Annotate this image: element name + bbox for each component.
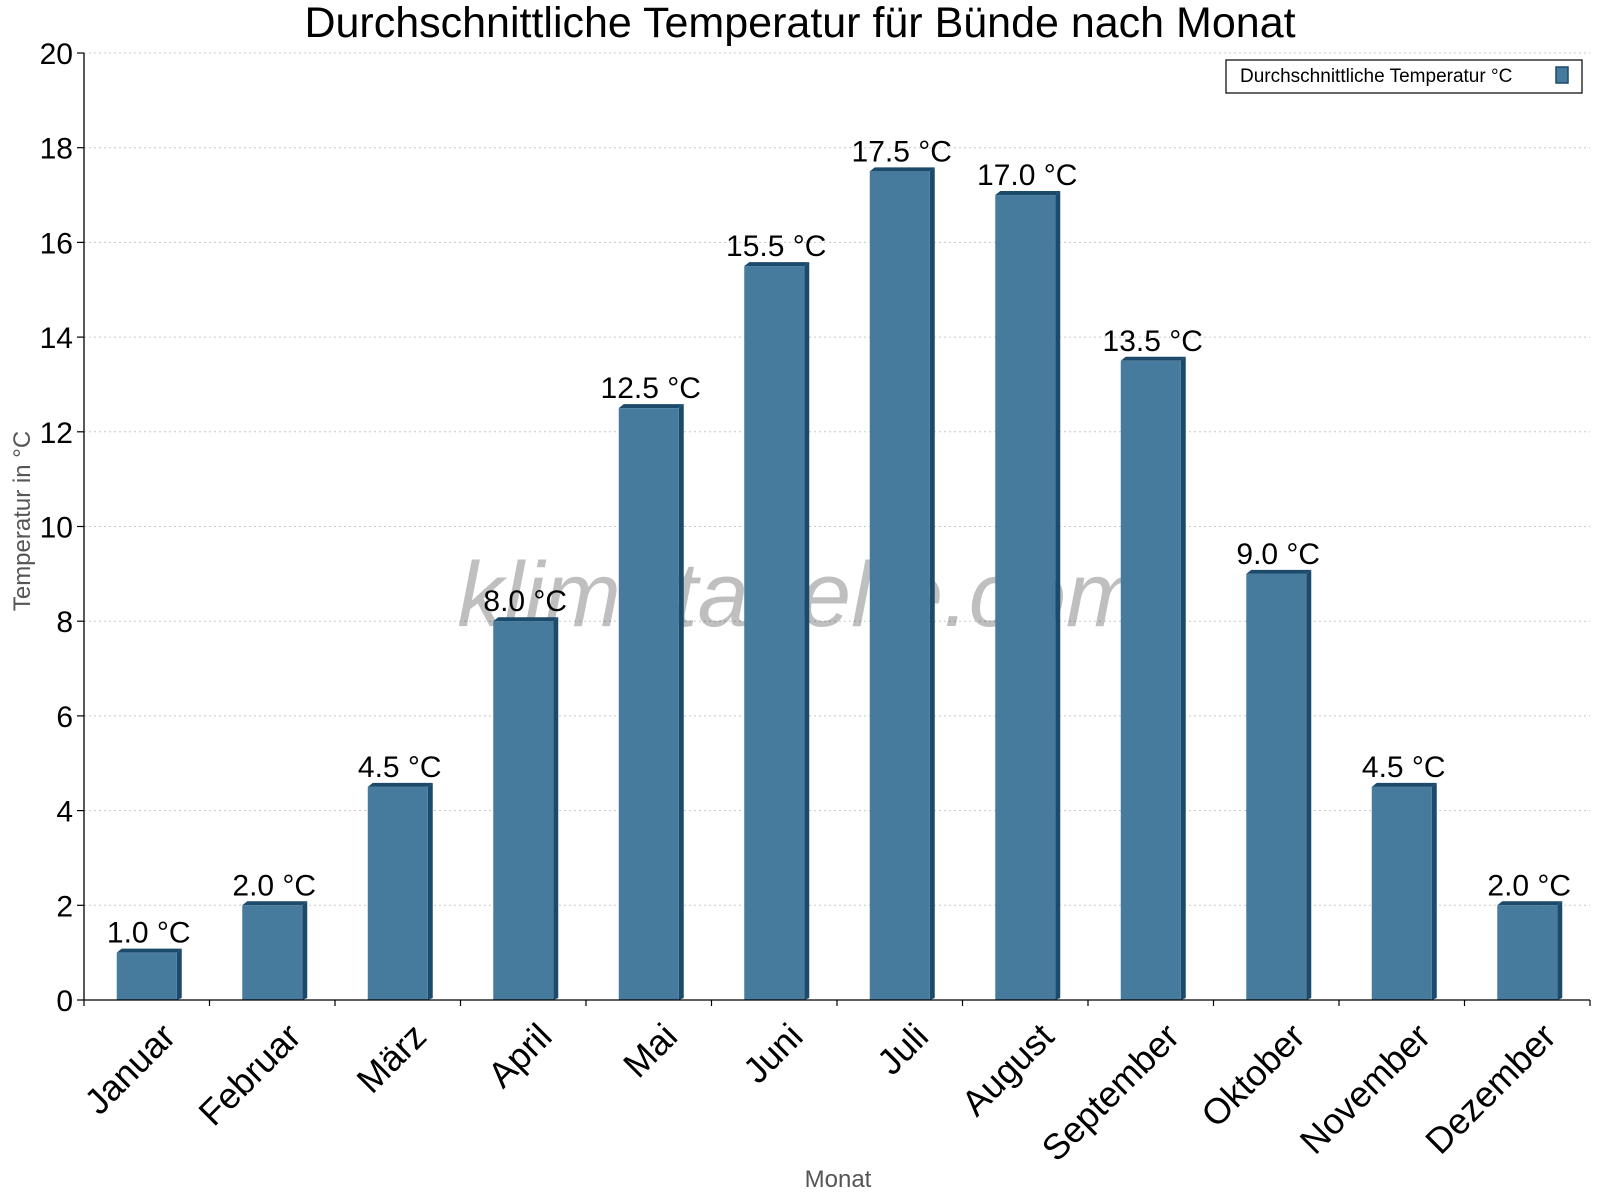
bar-top [995,191,1061,196]
bar-side [678,404,684,1000]
bar [869,167,935,1000]
bar-front [1246,573,1307,1000]
bar-front [618,408,679,1000]
bar [367,782,433,1000]
bar-side [1180,356,1186,1000]
bar-data-label: 1.0 °C [107,917,191,950]
bar [242,901,308,1000]
bar-data-label: 17.5 °C [852,135,952,168]
legend-swatch [1555,66,1569,84]
x-tick-label: März [349,1015,435,1101]
bar-top [869,167,935,172]
y-tick-label: 12 [40,417,73,450]
bar [618,404,684,1000]
bar-top [493,617,559,622]
data-labels: 1.0 °C 2.0 °C 4.5 °C 8.0 °C 12.5 °C 15.5 °C 17… [107,135,1571,949]
bar-top [367,782,433,787]
y-tick-label: 20 [40,38,73,71]
bar-top [618,404,684,409]
bar-front [116,952,177,1000]
y-tick-label: 10 [40,512,73,545]
bar-top [1246,569,1312,574]
x-tick-label: November [1292,1015,1438,1161]
bar-top [242,901,308,906]
chart-title: Durchschnittliche Temperatur für Bünde n… [304,0,1295,47]
x-tick-label: Januar [76,1015,183,1122]
bar [493,617,559,1000]
bar-front [242,905,303,1000]
x-tick-label: Dezember [1417,1015,1563,1161]
x-axis-ticks: Januar Februar März April Mai Juni Juli AugustS… [76,1000,1591,1169]
bar-side [176,948,182,1000]
y-tick-label: 2 [56,890,73,923]
y-tick-label: 4 [56,796,73,829]
bar-data-label: 2.0 °C [232,869,316,902]
bar-side [804,262,810,1000]
bar-data-label: 4.5 °C [1362,751,1446,784]
bar-side [1557,901,1563,1000]
bar-side [1431,782,1437,1000]
x-tick-label: August [953,1015,1061,1123]
y-tick-label: 14 [40,322,73,355]
bar [1120,356,1186,1000]
bar-top [1120,356,1186,361]
bar-front [493,621,554,1000]
bar-front [869,171,930,1000]
bar-data-label: 12.5 °C [601,372,701,405]
y-tick-label: 6 [56,701,73,734]
bar-data-label: 9.0 °C [1236,538,1320,571]
bar-top [744,262,810,267]
x-tick-label: September [1034,1015,1188,1169]
bar [1497,901,1563,1000]
bar-side [1306,569,1312,1000]
bar-data-label: 13.5 °C [1103,325,1203,358]
x-tick-label: Mai [615,1015,685,1085]
y-tick-label: 0 [56,985,73,1018]
bars [116,167,1563,1001]
bar-front [1497,905,1558,1000]
bar-data-label: 2.0 °C [1487,869,1571,902]
bar-data-label: 17.0 °C [977,159,1077,192]
bar-front [995,195,1056,1001]
x-tick-label: Juli [869,1015,936,1082]
bar-side [929,167,935,1000]
y-tick-label: 16 [40,227,73,260]
bar-top [1371,782,1437,787]
bar-data-label: 15.5 °C [726,230,826,263]
y-axis-label: Temperatur in °C [9,431,36,611]
bar [1371,782,1437,1000]
bar-side [553,617,559,1000]
bar-data-label: 8.0 °C [483,585,567,618]
x-tick-label: Juni [735,1015,811,1091]
legend: Durchschnittliche Temperatur °C [1225,59,1583,94]
legend-label: Durchschnittliche Temperatur °C [1240,66,1512,87]
x-tick-label: April [480,1015,560,1095]
x-tick-label: Februar [190,1015,308,1133]
bar-front [1120,360,1181,1000]
bar-front [744,266,805,1000]
y-tick-label: 8 [56,606,73,639]
gridlines [84,52,1590,906]
bar [995,191,1061,1001]
bar [744,262,810,1000]
bar-side [302,901,308,1000]
bar-front [1371,786,1432,1000]
x-axis-label: Monat [805,1166,872,1193]
bar-side [427,782,433,1000]
bar [1246,569,1312,1000]
bar-top [1497,901,1563,906]
bar-front [367,786,428,1000]
bar-top [116,948,182,953]
bar-data-label: 4.5 °C [358,751,442,784]
y-tick-label: 18 [40,133,73,166]
bar-side [1055,191,1061,1001]
bar [116,948,182,1000]
y-axis-ticks: 0 2 4 6 8 10 12 14 16 18 20 [40,38,84,1018]
x-tick-label: Oktober [1193,1015,1313,1135]
legend-box [1225,59,1583,94]
